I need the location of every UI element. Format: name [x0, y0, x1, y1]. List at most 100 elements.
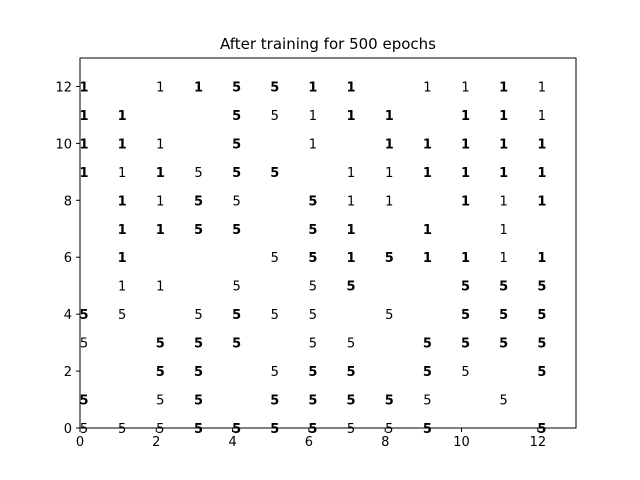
x-tick-label: 2: [152, 435, 160, 450]
data-point-label: 5: [385, 308, 393, 323]
data-point-label: 5: [308, 194, 317, 209]
data-point-label: 5: [232, 137, 241, 152]
data-point-label: 5: [232, 280, 240, 295]
data-point-label: 5: [80, 422, 88, 437]
data-point-label: 5: [308, 422, 317, 437]
data-point-label: 5: [194, 365, 203, 380]
data-point-label: 5: [270, 80, 279, 95]
marks-layer: 1 1 1 5 5 1 1 1 1 1 1 1 1 5 5 1 1 1 1 1 1 1 1 1 5 1 1 1 1 1 1 1 1 1 5 5 5 1 1 1…: [79, 80, 546, 437]
ticks-layer: 0 2 4 6 8 10 12 0 2 4 6 8 10 12: [55, 80, 546, 450]
data-point-label: 1: [538, 109, 546, 124]
data-point-label: 5: [232, 308, 241, 323]
data-point-label: 5: [308, 394, 317, 409]
data-point-label: 5: [309, 308, 317, 323]
data-point-label: 1: [118, 251, 127, 266]
data-point-label: 5: [537, 422, 546, 437]
data-point-label: 1: [79, 137, 88, 152]
data-point-label: 5: [500, 394, 508, 409]
data-point-label: 5: [271, 251, 279, 266]
data-point-label: 5: [194, 337, 203, 352]
y-tick-label: 12: [55, 80, 72, 95]
data-point-label: 5: [461, 337, 470, 352]
data-point-label: 5: [347, 337, 355, 352]
data-point-label: 5: [499, 337, 508, 352]
data-point-label: 1: [537, 194, 546, 209]
data-point-label: 5: [499, 280, 508, 295]
data-point-label: 5: [194, 194, 203, 209]
data-point-label: 5: [194, 223, 203, 238]
data-point-label: 1: [461, 109, 470, 124]
data-point-label: 1: [79, 109, 88, 124]
data-point-label: 5: [118, 422, 126, 437]
data-point-label: 5: [308, 223, 317, 238]
data-point-label: 1: [461, 166, 470, 181]
data-point-label: 1: [499, 166, 508, 181]
data-point-label: 1: [537, 137, 546, 152]
data-point-label: 1: [500, 223, 508, 238]
data-point-label: 1: [423, 137, 432, 152]
y-tick-label: 2: [64, 365, 72, 380]
data-point-label: 1: [156, 223, 165, 238]
data-point-label: 5: [156, 365, 165, 380]
plot-frame: [79, 57, 577, 429]
data-point-label: 5: [499, 308, 508, 323]
data-point-label: 1: [423, 80, 431, 95]
data-point-label: 5: [309, 280, 317, 295]
x-tick-label: 12: [530, 435, 547, 450]
data-point-label: 5: [270, 394, 279, 409]
data-point-label: 5: [232, 223, 241, 238]
chart-title: After training for 500 epochs: [220, 35, 436, 53]
data-point-label: 5: [423, 394, 431, 409]
data-point-label: 1: [156, 80, 164, 95]
data-point-label: 1: [423, 251, 432, 266]
data-point-label: 1: [309, 109, 317, 124]
data-point-label: 5: [347, 422, 355, 437]
data-point-label: 5: [271, 308, 279, 323]
data-point-label: 5: [423, 337, 432, 352]
data-point-label: 1: [156, 137, 164, 152]
data-point-label: 5: [461, 365, 469, 380]
data-point-label: 1: [347, 223, 356, 238]
data-point-label: 5: [385, 422, 393, 437]
data-point-label: 5: [232, 109, 241, 124]
data-point-label: 1: [118, 166, 126, 181]
data-point-label: 1: [537, 166, 546, 181]
y-tick-label: 0: [64, 422, 72, 437]
data-point-label: 1: [500, 194, 508, 209]
data-point-label: 1: [194, 80, 203, 95]
data-point-label: 5: [537, 308, 546, 323]
data-point-label: 5: [270, 422, 279, 437]
data-point-label: 1: [118, 223, 127, 238]
data-point-label: 5: [156, 337, 165, 352]
data-point-label: 1: [118, 109, 127, 124]
data-point-label: 1: [347, 80, 356, 95]
data-point-label: 1: [423, 223, 432, 238]
y-tick-label: 6: [64, 251, 72, 266]
data-point-label: 1: [461, 194, 470, 209]
data-point-label: 5: [79, 394, 88, 409]
data-point-label: 5: [232, 166, 241, 181]
data-point-label: 5: [537, 365, 546, 380]
data-point-label: 5: [309, 337, 317, 352]
data-point-label: 1: [499, 80, 508, 95]
data-point-label: 1: [385, 194, 393, 209]
x-tick-label: 8: [381, 435, 389, 450]
data-point-label: 5: [80, 337, 88, 352]
data-point-label: 1: [118, 194, 127, 209]
data-point-label: 5: [461, 280, 470, 295]
data-point-label: 5: [271, 109, 279, 124]
data-point-label: 5: [461, 308, 470, 323]
data-point-label: 1: [461, 80, 469, 95]
data-point-label: 5: [423, 422, 432, 437]
data-point-label: 1: [499, 137, 508, 152]
data-point-label: 1: [347, 194, 355, 209]
data-point-label: 1: [538, 80, 546, 95]
data-point-label: 1: [79, 80, 88, 95]
x-tick-label: 4: [228, 435, 236, 450]
data-point-label: 5: [232, 80, 241, 95]
y-tick-label: 4: [64, 308, 72, 323]
data-point-label: 5: [156, 394, 164, 409]
data-point-label: 1: [309, 137, 317, 152]
data-point-label: 1: [347, 166, 355, 181]
